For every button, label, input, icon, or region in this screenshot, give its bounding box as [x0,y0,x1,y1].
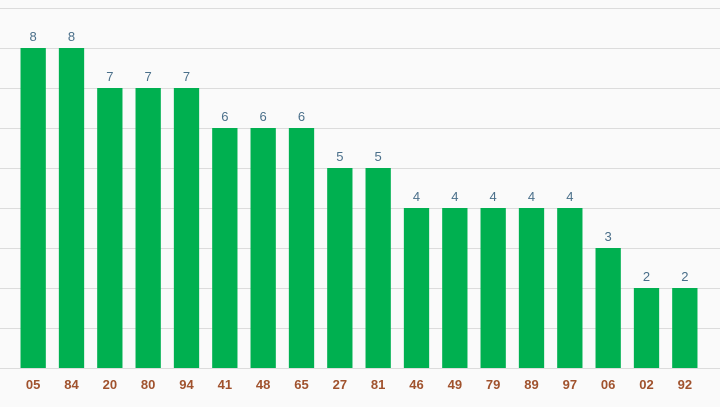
value-label-65: 6 [298,109,305,124]
value-label-49: 4 [451,189,458,204]
bar-41 [212,128,238,368]
x-tick-label-80: 80 [141,377,155,392]
value-label-02: 2 [643,269,650,284]
bar-27 [327,168,353,368]
x-tick-label-81: 81 [371,377,385,392]
x-tick-label-05: 05 [26,377,40,392]
bar-06 [595,248,621,368]
x-tick-label-84: 84 [64,377,79,392]
x-tick-labels: 05 84 20 80 94 41 48 65 27 81 46 49 79 89 97 06 02 92 [26,377,692,392]
bar-49 [442,208,468,368]
bar-65 [288,128,315,368]
x-tick-label-79: 79 [486,377,500,392]
x-tick-label-27: 27 [333,377,347,392]
x-tick-label-49: 49 [448,377,462,392]
value-label-48: 6 [260,109,267,124]
x-tick-label-89: 89 [524,377,538,392]
x-tick-label-48: 48 [256,377,270,392]
x-tick-label-02: 02 [639,377,653,392]
x-tick-label-92: 92 [678,377,692,392]
value-label-80: 7 [145,69,152,84]
x-tick-label-94: 94 [179,377,194,392]
bar-84 [58,48,85,368]
bar-94 [173,88,200,368]
bars [20,48,698,368]
value-label-46: 4 [413,189,420,204]
value-label-97: 4 [566,189,573,204]
bar-89 [518,208,545,368]
x-tick-label-97: 97 [563,377,577,392]
x-tick-label-41: 41 [218,377,232,392]
x-tick-label-20: 20 [103,377,117,392]
value-label-27: 5 [336,149,343,164]
x-tick-label-65: 65 [294,377,308,392]
bar-20 [97,88,123,368]
value-label-79: 4 [490,189,497,204]
x-tick-label-06: 06 [601,377,615,392]
value-label-94: 7 [183,69,190,84]
bar-02 [633,288,660,368]
value-label-20: 7 [106,69,113,84]
bar-79 [480,208,506,368]
value-label-89: 4 [528,189,535,204]
value-label-06: 3 [605,229,612,244]
value-label-41: 6 [221,109,228,124]
bar-80 [135,88,161,368]
bar-97 [557,208,583,368]
value-label-05: 8 [30,29,37,44]
x-tick-label-46: 46 [409,377,423,392]
value-label-92: 2 [681,269,688,284]
value-label-84: 8 [68,29,75,44]
bar-05 [20,48,46,368]
bar-81 [365,168,391,368]
value-label-81: 5 [375,149,382,164]
bar-92 [672,288,698,368]
bar-48 [250,128,276,368]
bar-46 [403,208,430,368]
value-labels: 8 8 7 7 7 6 6 6 5 5 4 4 4 4 4 3 2 2 [30,29,689,284]
